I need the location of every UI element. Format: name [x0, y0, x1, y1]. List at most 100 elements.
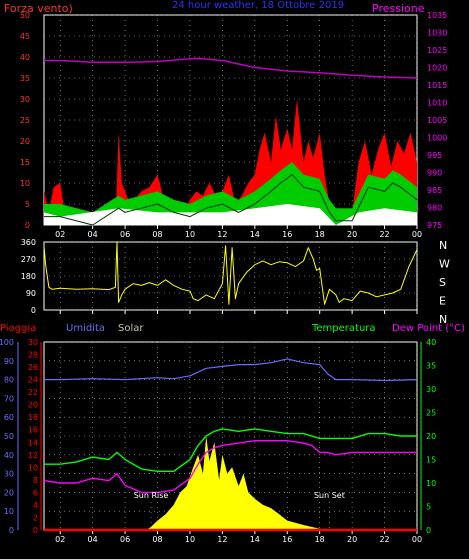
x-tick-label: 10 [185, 230, 195, 239]
legend-entry: Temperatura [311, 323, 376, 334]
wind-tick-label: 0 [25, 221, 30, 230]
pressure-tick-label: 1015 [427, 81, 447, 90]
humidity-tick-label: 80 [4, 376, 14, 385]
pressure-tick-label: 985 [427, 186, 442, 195]
direction-tick-label: 270 [21, 255, 36, 264]
pressure-tick-label: 1020 [427, 64, 447, 73]
x-tick-label: 02 [55, 535, 65, 544]
rain-tick-label: 4 [33, 501, 38, 510]
solar-area [44, 436, 417, 530]
direction-tick-label: 360 [21, 238, 36, 247]
wind-tick-label: 50 [20, 11, 30, 20]
temperature-tick-label: 25 [426, 409, 436, 418]
pressure-tick-label: 1005 [427, 116, 447, 125]
wind-avg-line [44, 174, 418, 226]
x-tick-label: 00 [412, 535, 422, 544]
pressure-axis-title: Pressione [372, 2, 425, 15]
temperature-tick-label: 20 [426, 432, 436, 441]
pressure-tick-label: 1025 [427, 46, 447, 55]
rain-tick-label: 26 [28, 363, 38, 372]
rain-tick-label: 30 [28, 338, 38, 347]
wind-tick-label: 10 [20, 179, 30, 188]
rain-tick-label: 16 [28, 426, 38, 435]
pressure-tick-label: 1035 [427, 11, 447, 20]
rain-tick-label: 2 [33, 513, 38, 522]
wind-tick-label: 5 [25, 200, 30, 209]
x-tick-label: 22 [379, 535, 389, 544]
compass-label: N [439, 313, 447, 326]
humidity-tick-label: 70 [4, 394, 14, 403]
temperature-tick-label: 35 [426, 362, 436, 371]
legend-entry: Dew Point (°C) [392, 323, 465, 334]
x-tick-label: 18 [315, 230, 325, 239]
wind-tick-label: 35 [20, 74, 30, 83]
humidity-line [44, 358, 418, 382]
wind-axis-title: Forza vento) [4, 2, 73, 15]
legend-entry: Pioggia [0, 323, 36, 334]
direction-tick-label: 0 [31, 306, 36, 315]
legend-entry: Solar [118, 323, 144, 334]
wind-calm-area [44, 204, 417, 225]
temperature-tick-label: 5 [426, 503, 431, 512]
compass-label: N [439, 239, 447, 252]
x-tick-label: 14 [250, 535, 260, 544]
rain-tick-label: 12 [28, 451, 38, 460]
wind-tick-label: 15 [20, 158, 30, 167]
compass-label: S [439, 276, 446, 289]
humidity-tick-label: 40 [4, 451, 14, 460]
rain-tick-label: 14 [28, 438, 38, 447]
rain-tick-label: 6 [33, 488, 38, 497]
sun-annotation: Sun Set [314, 491, 345, 500]
rain-tick-label: 24 [28, 376, 38, 385]
x-tick-label: 04 [88, 230, 98, 239]
x-tick-label: 08 [152, 230, 162, 239]
wind-direction-line [43, 241, 418, 305]
humidity-tick-label: 10 [4, 507, 14, 516]
x-tick-label: 08 [152, 535, 162, 544]
humidity-tick-label: 30 [4, 470, 14, 479]
humidity-tick-label: 60 [4, 413, 14, 422]
pressure-tick-label: 1010 [427, 99, 447, 108]
wind-tick-label: 45 [20, 32, 30, 41]
sun-annotation: Sun Rise [134, 491, 169, 500]
humidity-tick-label: 90 [4, 357, 14, 366]
rain-tick-label: 20 [28, 401, 38, 410]
x-tick-label: 02 [55, 230, 65, 239]
x-tick-label: 04 [88, 535, 98, 544]
pressure-tick-label: 1000 [427, 134, 447, 143]
x-tick-label: 00 [412, 230, 422, 239]
pressure-tick-label: 995 [427, 151, 442, 160]
humidity-tick-label: 100 [0, 338, 14, 347]
x-tick-label: 16 [282, 535, 292, 544]
x-tick-label: 22 [379, 230, 389, 239]
compass-label: E [439, 295, 446, 308]
temperature-tick-label: 40 [426, 338, 436, 347]
x-tick-label: 20 [347, 230, 357, 239]
x-tick-label: 12 [217, 535, 227, 544]
x-tick-label: 14 [250, 230, 260, 239]
dewpoint-line [43, 440, 417, 494]
x-tick-label: 06 [120, 535, 130, 544]
wind-tick-label: 30 [20, 95, 30, 104]
wind-tick-label: 25 [20, 116, 30, 125]
rain-tick-label: 22 [28, 388, 38, 397]
temperature-tick-label: 10 [426, 479, 436, 488]
chart-title: 24 hour weather, 18 Ottobre 2019 [172, 0, 344, 11]
temperature-tick-label: 30 [426, 385, 436, 394]
humidity-tick-label: 20 [4, 488, 14, 497]
temperature-tick-label: 0 [426, 526, 431, 535]
pressure-tick-label: 990 [427, 169, 442, 178]
compass-label: W [439, 258, 450, 271]
rain-tick-label: 8 [33, 476, 38, 485]
rain-tick-label: 28 [28, 351, 38, 360]
wind-tick-label: 20 [20, 137, 30, 146]
direction-tick-label: 90 [26, 289, 36, 298]
x-tick-label: 20 [347, 535, 357, 544]
wind-tick-label: 40 [20, 53, 30, 62]
rain-tick-label: 10 [28, 463, 38, 472]
x-tick-label: 16 [282, 230, 292, 239]
x-tick-label: 12 [217, 230, 227, 239]
temperature-tick-label: 15 [426, 456, 436, 465]
